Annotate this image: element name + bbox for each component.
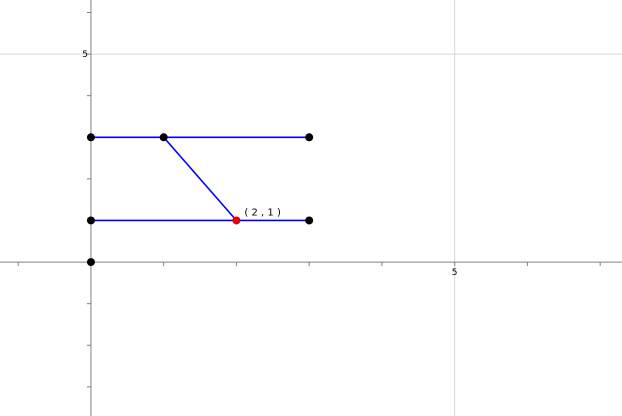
point-coordinate-label: ( 2 , 1 ): [244, 207, 281, 218]
point[interactable]: [159, 133, 168, 142]
y-axis-ticks: [86, 11, 91, 388]
points: ( 2 , 1 ): [86, 133, 314, 267]
point[interactable]: [305, 216, 314, 225]
highlighted-point[interactable]: [232, 216, 241, 225]
x-tick-label-5: 5: [452, 268, 458, 278]
point[interactable]: [86, 133, 95, 142]
point[interactable]: [86, 216, 95, 225]
segments: [90, 136, 310, 222]
point[interactable]: [86, 258, 95, 267]
y-tick-label-5: 5: [82, 50, 88, 60]
x-axis-ticks: [17, 262, 601, 267]
point[interactable]: [305, 133, 314, 142]
segment[interactable]: [163, 136, 238, 222]
